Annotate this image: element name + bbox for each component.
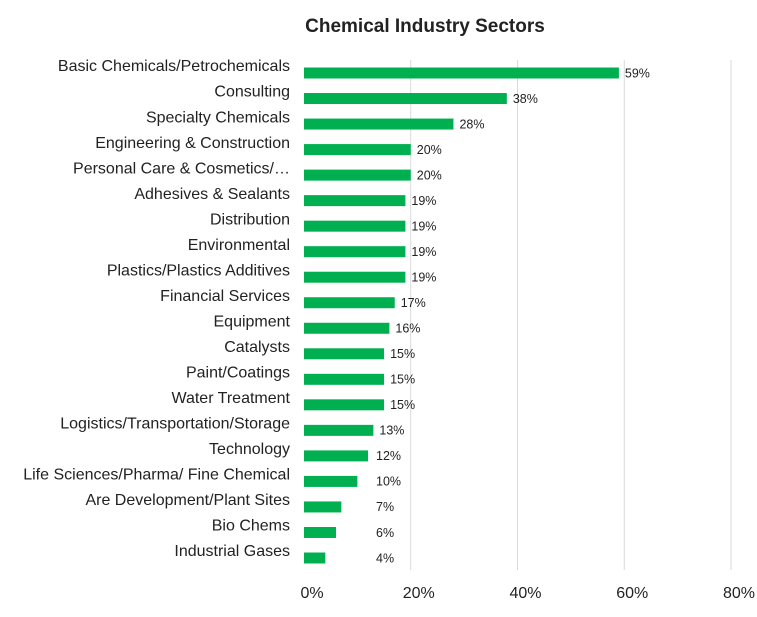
y-tick-label: Plastics/Plastics Additives [107,262,290,279]
bar [304,348,385,360]
y-tick-label: Are Development/Plant Sites [85,492,290,509]
x-tick-label: 80% [723,585,755,602]
y-tick-label: Logistics/Transportation/Storage [60,416,290,433]
bar [304,552,326,564]
y-tick-label: Life Sciences/Pharma/ Fine Chemical [23,467,290,484]
y-tick-label: Equipment [214,313,291,330]
data-label: 15% [390,347,415,361]
y-tick-label: Financial Services [160,288,290,305]
bar [304,169,411,181]
y-tick-label: Paint/Coatings [186,365,290,382]
y-tick-label: Industrial Gases [174,543,290,560]
y-tick-label: Technology [209,441,290,458]
data-label: 15% [390,373,415,387]
data-label: 20% [417,143,442,157]
bar [304,399,385,411]
data-label: 13% [379,424,404,438]
data-label: 19% [411,245,436,259]
bar [304,450,369,462]
data-label: 15% [390,398,415,412]
x-tick-label: 0% [300,585,323,602]
data-label: 7% [376,500,394,514]
x-tick-label: 60% [616,585,648,602]
y-tick-label: Consulting [214,84,290,101]
bar [304,144,411,156]
bar [304,322,390,334]
y-tick-label: Environmental [188,237,290,254]
chart-title: Chemical Industry Sectors [305,16,545,37]
y-tick-label: Water Treatment [171,390,290,407]
bar [304,220,406,232]
y-tick-label: Engineering & Construction [95,135,290,152]
bar [304,501,342,513]
data-label: 28% [459,117,484,131]
bar [304,297,395,309]
data-label: 10% [376,475,401,489]
bar [304,118,454,130]
data-label: 4% [376,551,394,565]
data-label: 38% [513,92,538,106]
x-tick-label: 20% [403,585,435,602]
y-tick-label: Personal Care & Cosmetics/… [73,160,290,177]
data-label: 19% [411,271,436,285]
y-tick-label: Specialty Chemicals [146,109,290,126]
bar [304,195,406,207]
bar [304,67,619,79]
y-tick-label: Distribution [210,211,290,228]
bar [304,271,406,283]
bar [304,424,374,436]
y-tick-label: Catalysts [224,339,290,356]
bar [304,526,337,538]
data-label: 16% [395,322,420,336]
data-label: 12% [376,449,401,463]
x-tick-label: 40% [509,585,541,602]
bar [304,246,406,258]
y-tick-label: Basic Chemicals/Petrochemicals [58,58,290,75]
data-label: 59% [625,66,650,80]
data-label: 17% [401,296,426,310]
data-label: 19% [411,219,436,233]
bar [304,93,507,105]
data-label: 19% [411,194,436,208]
data-label: 20% [417,168,442,182]
y-tick-label: Adhesives & Sealants [134,186,290,203]
bar [304,475,358,487]
y-tick-label: Bio Chems [212,518,290,535]
bar [304,373,385,385]
data-label: 6% [376,526,394,540]
